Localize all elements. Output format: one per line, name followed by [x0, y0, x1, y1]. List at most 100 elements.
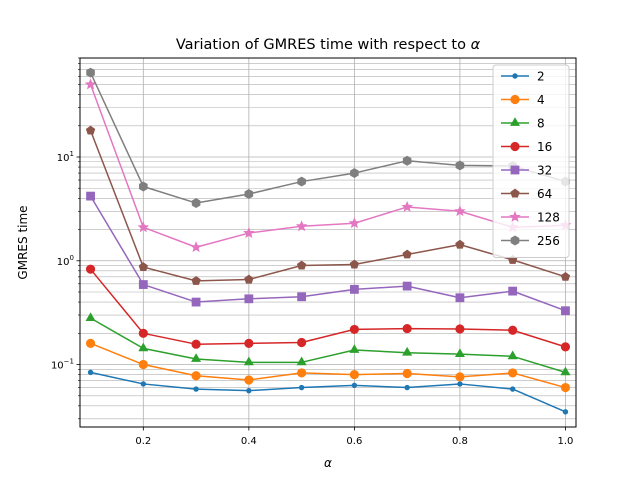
legend-entry-4: 4: [501, 93, 545, 107]
legend-label: 256: [537, 234, 560, 248]
data-point: [244, 294, 254, 304]
x-tick-label: 0.8: [452, 436, 468, 447]
data-point: [510, 141, 520, 152]
data-point: [349, 344, 360, 353]
data-point: [351, 382, 358, 389]
series-line: [89, 84, 566, 248]
data-point: [140, 381, 147, 387]
data-point: [244, 338, 254, 348]
data-point: [139, 181, 148, 192]
data-point: [298, 384, 305, 391]
data-point: [85, 125, 96, 135]
data-point: [509, 117, 521, 126]
data-point: [402, 155, 412, 166]
data-point: [455, 160, 465, 171]
data-point: [297, 176, 306, 187]
chart-title-text: Variation of GMRES time with respect to: [176, 37, 471, 53]
data-point: [87, 369, 94, 376]
data-point: [349, 324, 359, 335]
legend-label: 2: [537, 70, 545, 84]
data-point: [457, 381, 463, 387]
legend-entry-64: 64: [501, 187, 552, 201]
series-line: [89, 195, 566, 312]
y-tick-base: 10: [57, 257, 70, 268]
data-point: [507, 350, 518, 360]
data-point: [454, 348, 465, 358]
data-point: [350, 168, 359, 179]
data-point: [402, 346, 413, 356]
series-line: [90, 342, 566, 389]
data-point: [455, 324, 465, 334]
x-tick-label: 1.0: [557, 436, 573, 447]
x-tick-label: 0.6: [346, 436, 362, 447]
data-point: [561, 306, 570, 316]
data-point: [508, 325, 518, 335]
data-point: [138, 342, 149, 352]
data-point: [349, 369, 359, 380]
legend-label: 8: [537, 117, 545, 131]
legend-entry-8: 8: [501, 117, 545, 131]
series-line: [89, 268, 566, 348]
y-tick-base: 10: [57, 153, 70, 164]
series-line: [89, 130, 566, 282]
data-point: [454, 205, 466, 217]
data-point: [138, 280, 148, 289]
data-point: [510, 165, 520, 175]
data-point: [85, 312, 96, 322]
legend-entry-128: 128: [501, 211, 560, 225]
legend-entry-32: 32: [501, 164, 552, 178]
data-point: [191, 371, 201, 381]
data-point: [455, 239, 465, 249]
data-point: [510, 188, 520, 198]
y-tick-exponent: 1: [70, 150, 74, 158]
data-point: [191, 198, 201, 209]
data-point: [510, 94, 520, 105]
series-8: [85, 312, 571, 376]
legend-entry-2: 2: [501, 70, 545, 84]
y-tick-label: 101: [57, 150, 74, 164]
data-point: [85, 338, 96, 348]
series-64: [85, 125, 571, 285]
x-tick-label: 0.4: [241, 436, 257, 447]
legend-entry-16: 16: [501, 140, 552, 154]
series-32: [86, 191, 570, 316]
x-tick-label: 0.2: [135, 436, 151, 447]
data-point: [401, 200, 413, 212]
data-point: [86, 191, 95, 201]
legend-label: 128: [537, 211, 560, 225]
chart-title-alpha: α: [471, 37, 481, 53]
data-point: [191, 275, 201, 285]
series-4: [85, 338, 571, 393]
plot-frame: [79, 57, 577, 428]
y-axis-label: GMRES time: [16, 205, 30, 279]
series-128: [84, 78, 572, 253]
data-point: [297, 368, 307, 378]
data-point: [296, 260, 307, 270]
legend-entry-256: 256: [501, 234, 560, 248]
data-point: [297, 337, 307, 348]
legend-label: 32: [537, 164, 552, 178]
data-point: [246, 387, 252, 394]
legend-label: 16: [537, 140, 552, 154]
data-point: [138, 328, 148, 338]
data-point: [510, 235, 520, 246]
data-point: [138, 359, 148, 370]
legend-label: 64: [537, 187, 552, 201]
chart-title: Variation of GMRES time with respect to …: [176, 37, 481, 53]
data-point: [402, 368, 412, 379]
data-point: [512, 73, 518, 79]
data-point: [191, 297, 201, 307]
data-point: [402, 281, 412, 291]
data-point: [244, 189, 254, 199]
data-point: [560, 366, 571, 376]
data-point: [348, 217, 361, 229]
data-point: [190, 241, 202, 253]
data-point: [193, 386, 199, 392]
series-line: [90, 371, 566, 413]
data-point: [86, 67, 95, 78]
series-line: [89, 72, 566, 204]
y-tick-label: 100: [57, 254, 74, 268]
data-point: [455, 372, 465, 382]
data-point: [455, 293, 465, 303]
